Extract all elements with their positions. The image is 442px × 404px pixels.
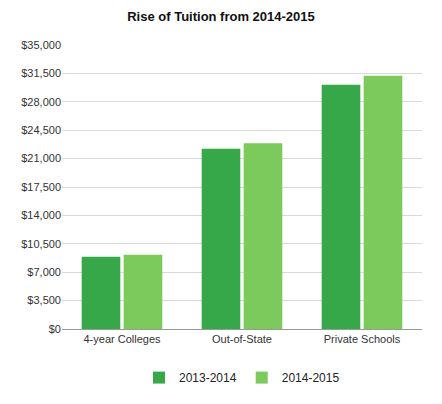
- svg-text:$31,500: $31,500: [21, 67, 61, 79]
- svg-text:Rise of Tuition from 2014-2015: Rise of Tuition from 2014-2015: [127, 9, 315, 24]
- svg-text:4-year Colleges: 4-year Colleges: [83, 333, 161, 345]
- svg-text:Private Schools: Private Schools: [324, 333, 401, 345]
- svg-text:$3,500: $3,500: [27, 294, 61, 306]
- svg-text:2013-2014: 2013-2014: [179, 371, 237, 385]
- svg-text:$17,500: $17,500: [21, 181, 61, 193]
- svg-text:$10,500: $10,500: [21, 238, 61, 250]
- svg-text:2014-2015: 2014-2015: [282, 371, 340, 385]
- svg-text:Out-of-State: Out-of-State: [212, 333, 272, 345]
- svg-text:$24,500: $24,500: [21, 124, 61, 136]
- svg-text:$28,000: $28,000: [21, 96, 61, 108]
- svg-text:$0: $0: [49, 323, 61, 335]
- svg-text:$35,000: $35,000: [21, 39, 61, 51]
- svg-text:$7,000: $7,000: [27, 266, 61, 278]
- svg-text:$21,000: $21,000: [21, 152, 61, 164]
- svg-text:$14,000: $14,000: [21, 209, 61, 221]
